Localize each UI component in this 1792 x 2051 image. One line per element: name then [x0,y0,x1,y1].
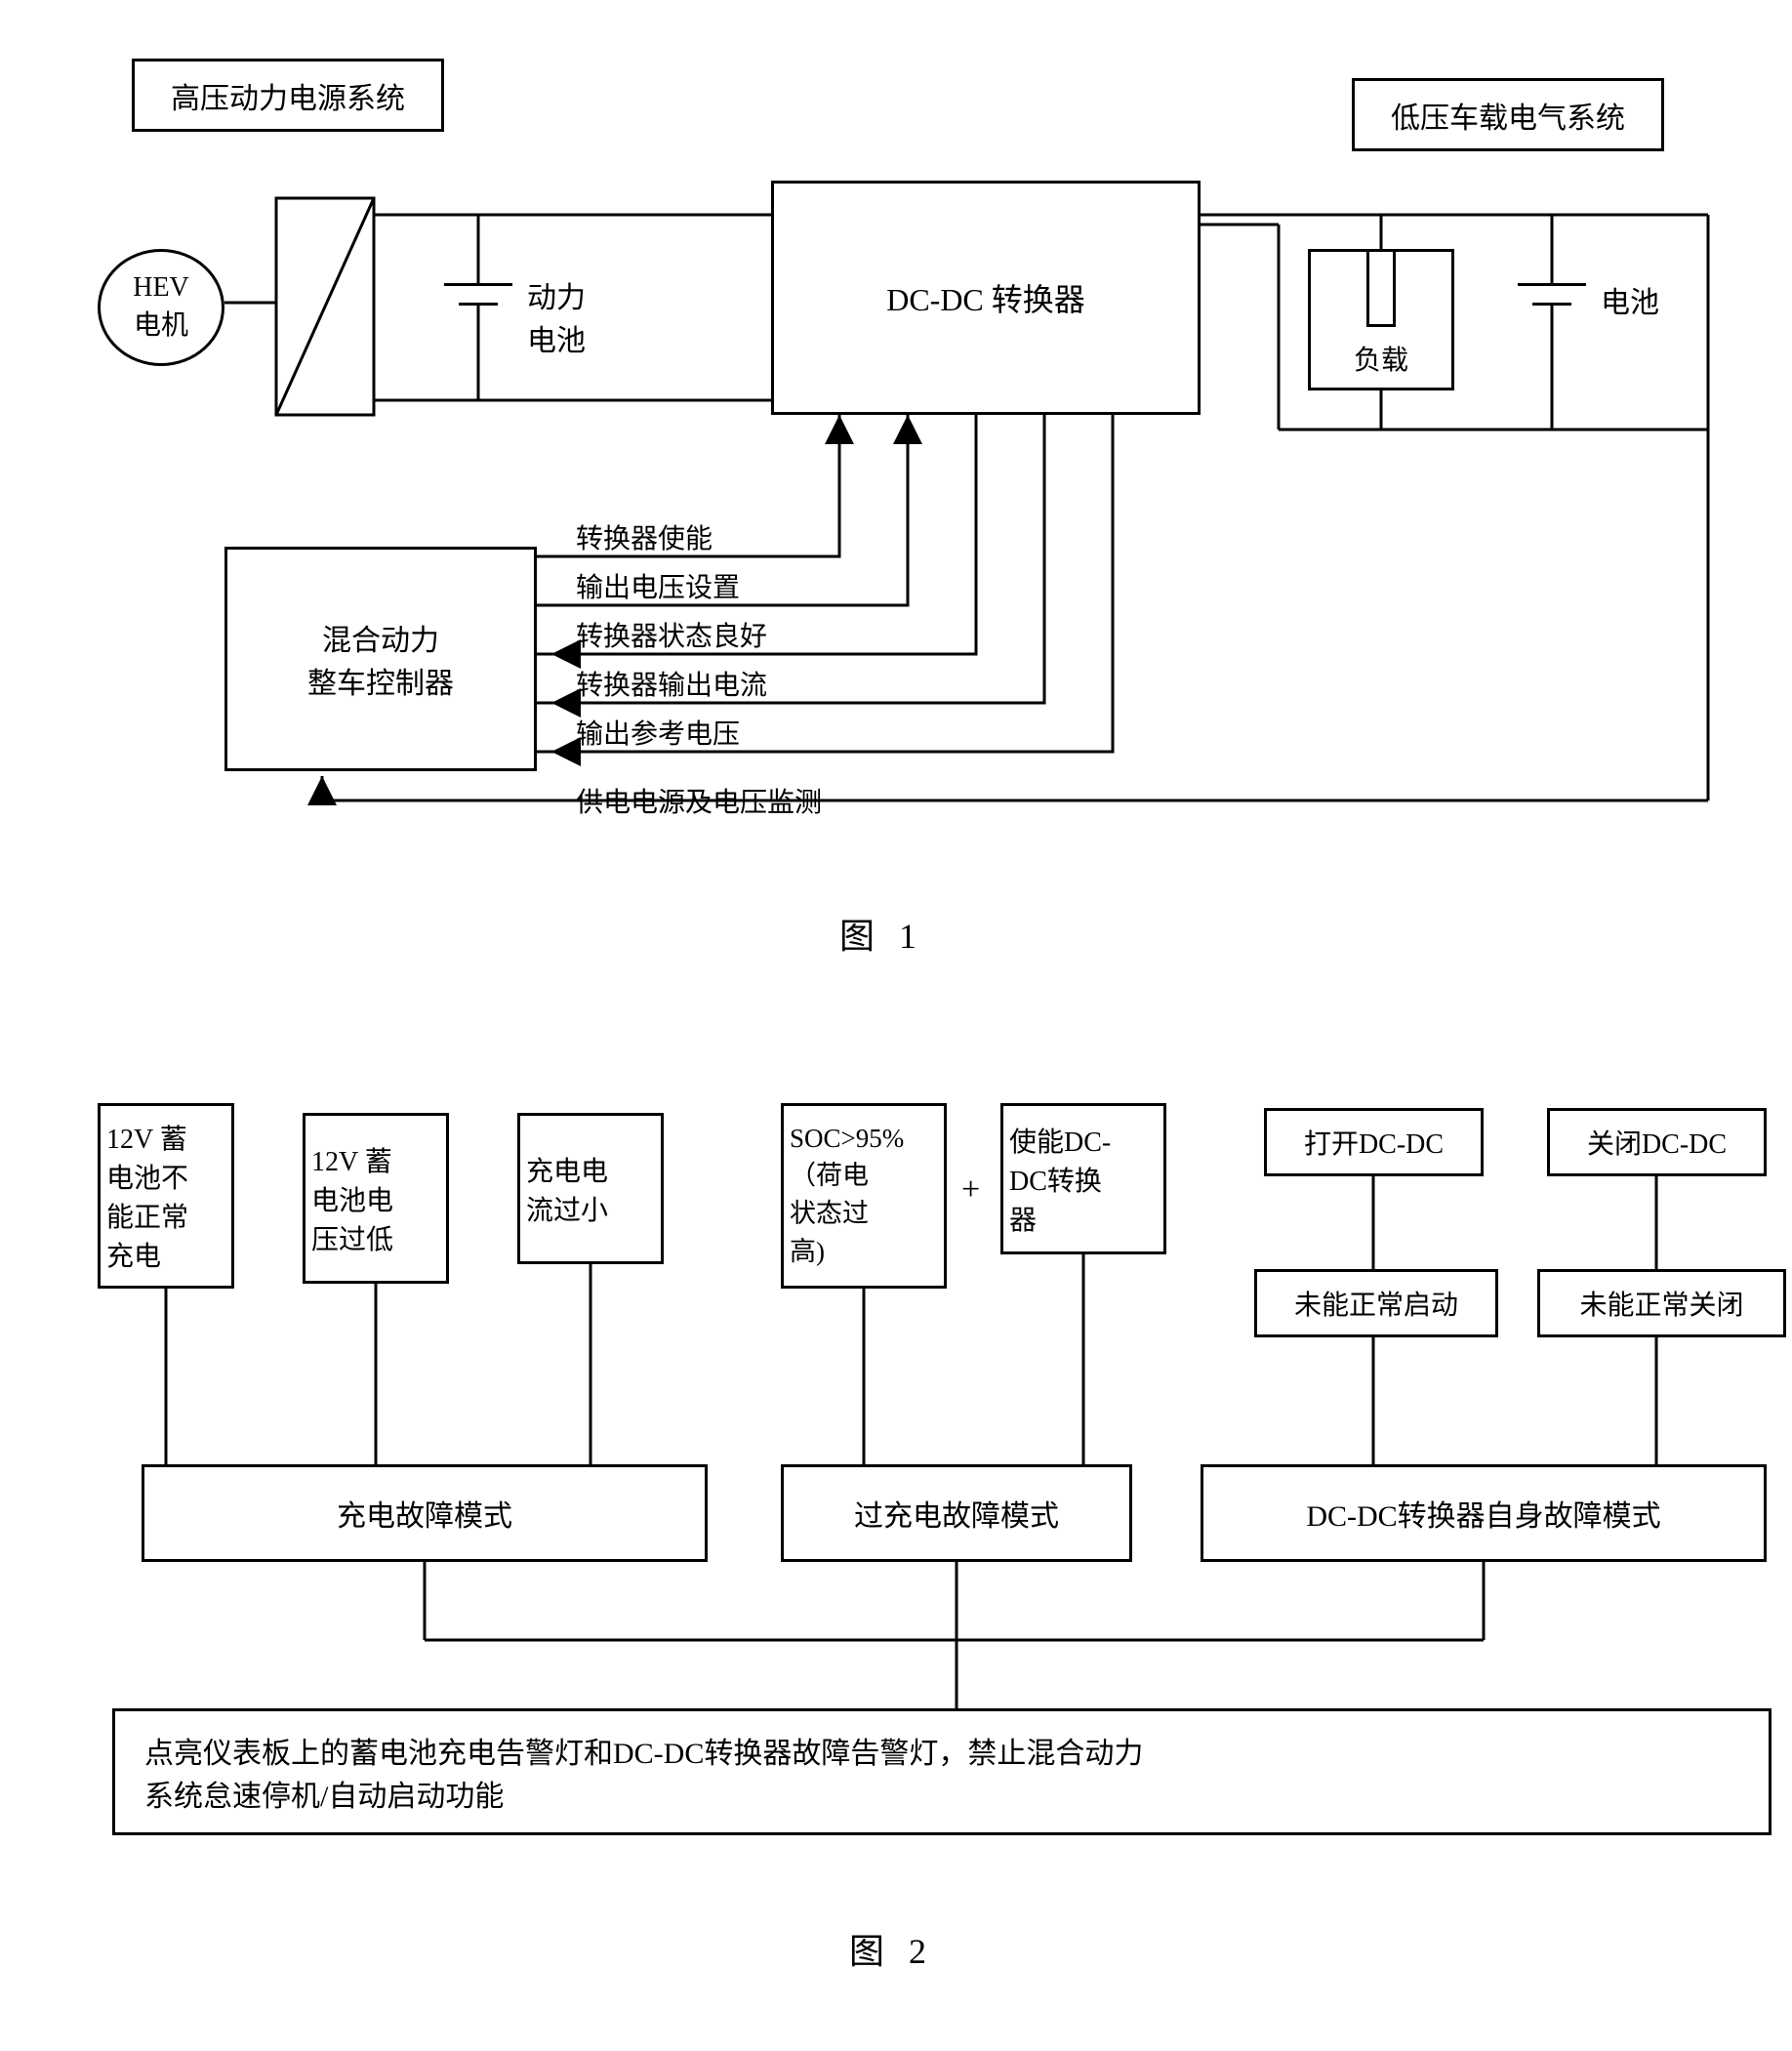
fig2-mode1: 充电故障模式 [142,1464,708,1562]
fig2-mode3: DC-DC转换器自身故障模式 [1201,1464,1767,1562]
fig1-title-lv: 低压车载电气系统 [1352,78,1664,151]
fig1-sig6: 供电电源及电压监测 [576,781,822,820]
fig1-caption: 图 1 [839,908,924,959]
canvas: 高压动力电源系统 低压车载电气系统 HEV 电机 动力 电池 DC-DC 转换器… [29,29,1792,2022]
fig2-b1: 12V 蓄 电池不 能正常 充电 [98,1103,234,1289]
fig1-power-battery-label: 动力 电池 [527,273,586,359]
fig1-sig2: 输出电压设置 [576,566,740,605]
fig1-dcdc: DC-DC 转换器 [771,181,1201,415]
fig1-wires [29,29,1792,908]
fig2-plus: + [961,1171,980,1209]
fig2-b3: 充电电 流过小 [517,1113,664,1264]
fig1-battery-symbol [1518,273,1586,332]
fig2-caption: 图 2 [849,1923,934,1974]
fig2-mode2: 过充电故障模式 [781,1464,1132,1562]
fig1-hev-motor: HEV 电机 [98,249,224,366]
fig2-b5: 使能DC- DC转换 器 [1000,1103,1166,1254]
fig1-sig3: 转换器状态良好 [576,615,767,654]
fig2-bottom: 点亮仪表板上的蓄电池充电告警灯和DC-DC转换器故障告警灯，禁止混合动力 系统怠… [112,1708,1772,1835]
fig1-load-text: 负载 [1354,339,1408,378]
fig1-inverter-shape [273,195,400,420]
fig1-sig4: 转换器输出电流 [576,664,767,703]
fig2-b7: 关闭DC-DC [1547,1108,1767,1176]
fig1-load: 负载 [1308,249,1454,390]
fig1-controller: 混合动力 整车控制器 [224,547,537,771]
fig1-power-battery-symbol [444,273,512,332]
fig2-b9: 未能正常关闭 [1537,1269,1786,1337]
fig2-b6: 打开DC-DC [1264,1108,1484,1176]
fig2-b2: 12V 蓄 电池电 压过低 [303,1113,449,1284]
fig1-title-hv: 高压动力电源系统 [132,59,444,132]
fig1-battery-label: 电池 [1601,278,1659,321]
fig2-b4: SOC>95% （荷电 状态过 高) [781,1103,947,1289]
fig1-sig5: 输出参考电压 [576,713,740,752]
fig2-b8: 未能正常启动 [1254,1269,1498,1337]
fig1-sig1: 转换器使能 [576,517,713,556]
